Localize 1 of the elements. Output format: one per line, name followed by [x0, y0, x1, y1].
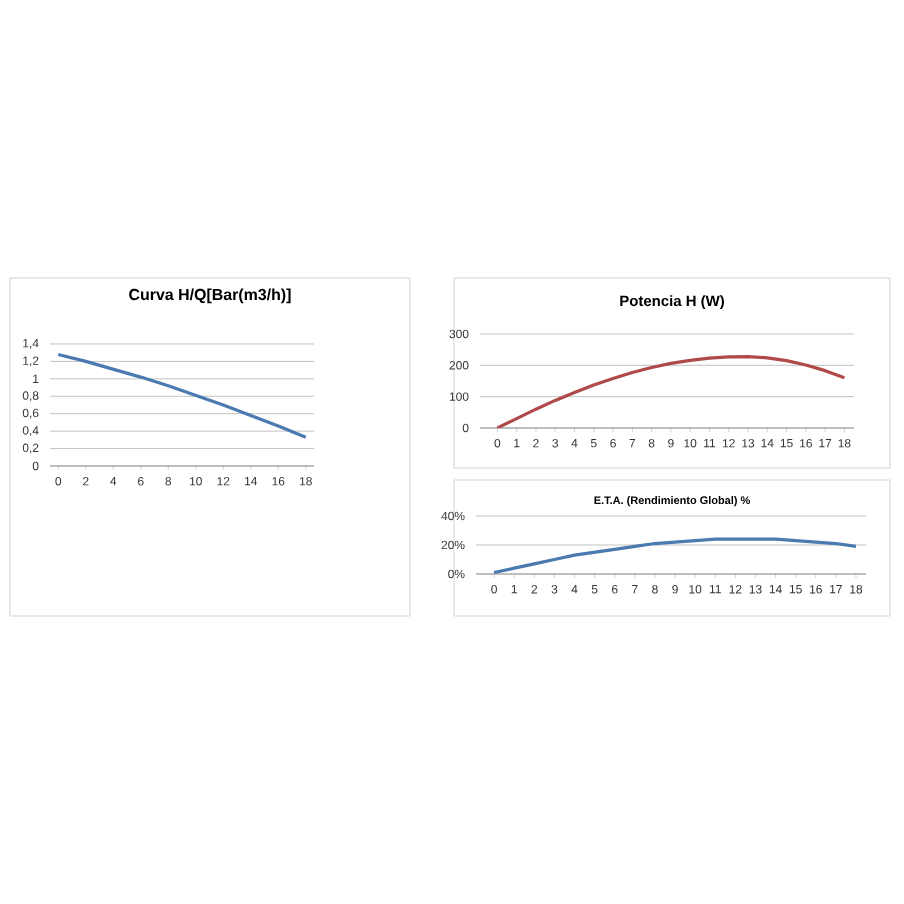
line-series	[495, 354, 846, 428]
